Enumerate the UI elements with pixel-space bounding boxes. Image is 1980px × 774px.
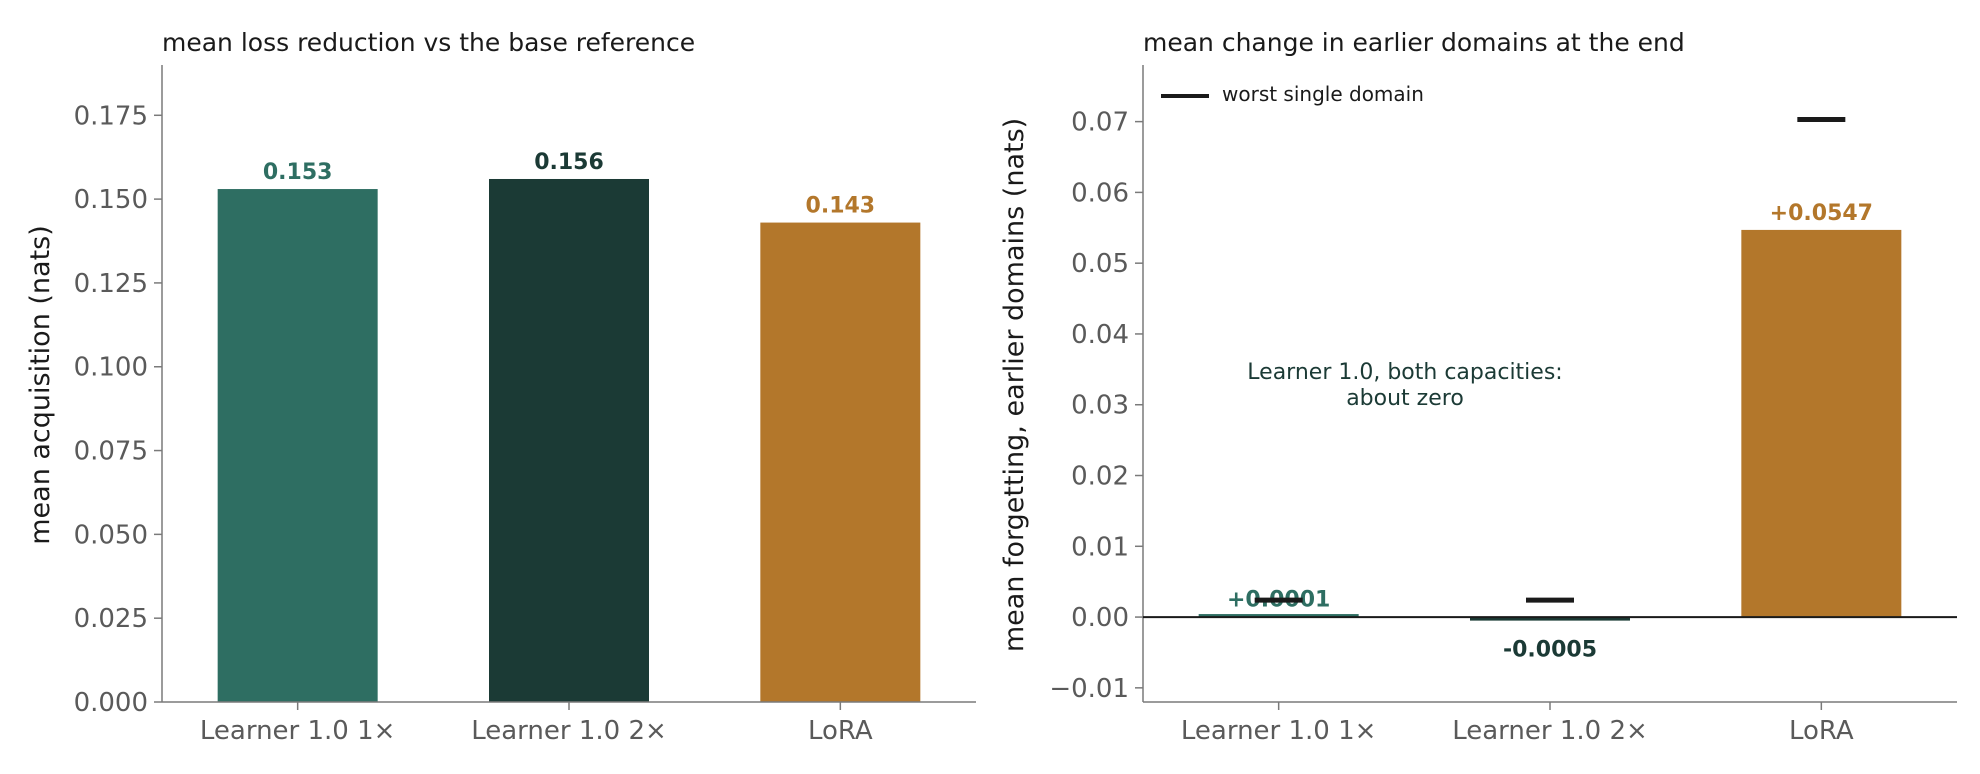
left-chart-title: mean loss reduction vs the base referenc… bbox=[162, 28, 695, 57]
left-bar bbox=[217, 189, 378, 702]
left-y-tick-label: 0.150 bbox=[74, 185, 148, 215]
left-y-tick-label: 0.125 bbox=[74, 269, 148, 299]
right-y-tick-label: 0.05 bbox=[1071, 249, 1129, 279]
right-chart-title: mean change in earlier domains at the en… bbox=[1143, 28, 1685, 57]
right-x-tick-label: LoRA bbox=[1789, 716, 1854, 746]
right-y-tick-label: 0.06 bbox=[1071, 178, 1129, 208]
right-chart-annotation: Learner 1.0, both capacities: about zero bbox=[1247, 360, 1562, 411]
left-chart-axes: 0.000 0.025 0.050 0.075 0.100 0.125 0.150 0.175… bbox=[74, 65, 976, 746]
right-chart-bars: +0.0001-0.0005+0.0547 bbox=[1198, 116, 1902, 663]
legend-label: worst single domain bbox=[1222, 82, 1424, 106]
right-chart-legend: worst single domain bbox=[1161, 82, 1424, 106]
left-y-tick-label: 0.025 bbox=[74, 604, 148, 634]
left-bar-value-label: 0.153 bbox=[263, 160, 333, 185]
right-bar-value-label: +0.0547 bbox=[1770, 201, 1873, 226]
right-bar bbox=[1198, 614, 1359, 618]
left-bar bbox=[760, 222, 921, 703]
right-chart: mean change in earlier domains at the en… bbox=[999, 28, 1957, 746]
left-x-tick-label: Learner 1.0 2× bbox=[471, 716, 667, 746]
left-y-tick-label: 0.050 bbox=[74, 520, 148, 550]
left-chart-y-axis-label: mean acquisition (nats) bbox=[25, 225, 56, 545]
right-bar-value-label: -0.0005 bbox=[1503, 638, 1597, 663]
right-chart-axes: −0.01 0.00 0.01 0.02 0.03 0.04 0.05 0.06 0.07 Lea… bbox=[1049, 65, 1957, 746]
right-bar bbox=[1741, 229, 1902, 618]
right-y-tick-label: 0.00 bbox=[1071, 603, 1129, 633]
left-bar bbox=[489, 178, 649, 702]
left-chart-bars: 0.153 0.156 0.143 bbox=[217, 150, 921, 703]
annotation-line-2: about zero bbox=[1346, 386, 1464, 411]
left-y-tick-label: 0.075 bbox=[74, 437, 148, 467]
right-chart-y-axis-label: mean forgetting, earlier domains (nats) bbox=[999, 118, 1030, 652]
right-x-tick-label: Learner 1.0 2× bbox=[1452, 716, 1648, 746]
left-y-tick-label: 0.000 bbox=[74, 688, 148, 718]
left-bar-value-label: 0.143 bbox=[806, 194, 876, 219]
right-bar bbox=[1470, 617, 1630, 621]
left-x-tick-label: Learner 1.0 1× bbox=[200, 716, 396, 746]
left-y-tick-label: 0.175 bbox=[74, 101, 148, 131]
left-chart: mean loss reduction vs the base referenc… bbox=[25, 28, 976, 746]
left-x-tick-label: LoRA bbox=[808, 716, 873, 746]
right-y-tick-label: −0.01 bbox=[1049, 674, 1129, 704]
right-y-tick-label: 0.02 bbox=[1071, 462, 1129, 492]
annotation-line-1: Learner 1.0, both capacities: bbox=[1247, 360, 1562, 385]
right-y-tick-label: 0.03 bbox=[1071, 391, 1129, 421]
right-y-tick-label: 0.01 bbox=[1071, 532, 1129, 562]
left-y-tick-label: 0.100 bbox=[74, 353, 148, 383]
right-y-tick-label: 0.07 bbox=[1071, 108, 1129, 138]
right-x-tick-label: Learner 1.0 1× bbox=[1181, 716, 1377, 746]
right-y-tick-label: 0.04 bbox=[1071, 320, 1129, 350]
left-bar-value-label: 0.156 bbox=[534, 150, 604, 175]
